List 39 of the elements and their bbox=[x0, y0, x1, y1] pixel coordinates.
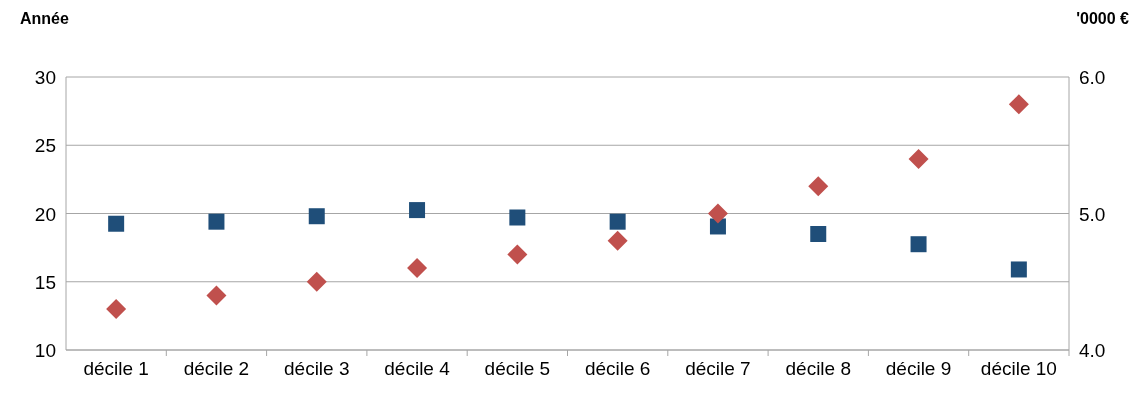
x-tick-label: décile 2 bbox=[183, 358, 250, 379]
x-tick-label: décile 9 bbox=[885, 358, 952, 379]
x-tick-label: décile 1 bbox=[83, 358, 149, 379]
x-tick-label: décile 7 bbox=[685, 358, 751, 379]
x-tick-label: décile 5 bbox=[484, 358, 551, 379]
x-tick-label: décile 4 bbox=[384, 358, 451, 379]
y-tick-label: 20 bbox=[34, 203, 56, 225]
point bbox=[308, 208, 325, 225]
y-tick-label: 30 bbox=[34, 67, 56, 88]
x-tick-label: décile 6 bbox=[584, 358, 651, 379]
x-tick-label: décile 8 bbox=[785, 358, 851, 379]
point bbox=[1010, 261, 1027, 278]
point bbox=[106, 299, 127, 320]
point bbox=[609, 213, 626, 230]
point bbox=[1008, 94, 1029, 115]
y2-tick-label: 5.0 bbox=[1079, 203, 1106, 225]
x-tick-label: décile 10 bbox=[980, 358, 1057, 379]
y-tick-label: 15 bbox=[34, 271, 56, 293]
point bbox=[507, 244, 528, 265]
point bbox=[808, 176, 829, 197]
y2-axis-title: '0000 € bbox=[1076, 10, 1130, 27]
y-tick-label: 10 bbox=[34, 340, 56, 361]
point bbox=[607, 230, 628, 251]
point bbox=[910, 236, 927, 253]
y-tick-label: 25 bbox=[34, 135, 56, 157]
point bbox=[206, 285, 227, 306]
point bbox=[409, 202, 426, 219]
point bbox=[306, 271, 327, 292]
y2-tick-label: 4.0 bbox=[1079, 340, 1106, 361]
y2-tick-label: 6.0 bbox=[1079, 67, 1106, 88]
y-axis-title: Année bbox=[20, 10, 69, 27]
point bbox=[908, 148, 929, 169]
x-tick-label: décile 3 bbox=[284, 358, 350, 379]
point bbox=[810, 225, 827, 242]
point bbox=[509, 209, 526, 226]
point bbox=[707, 203, 728, 224]
point bbox=[407, 258, 428, 279]
point bbox=[108, 215, 125, 232]
point bbox=[208, 213, 225, 230]
